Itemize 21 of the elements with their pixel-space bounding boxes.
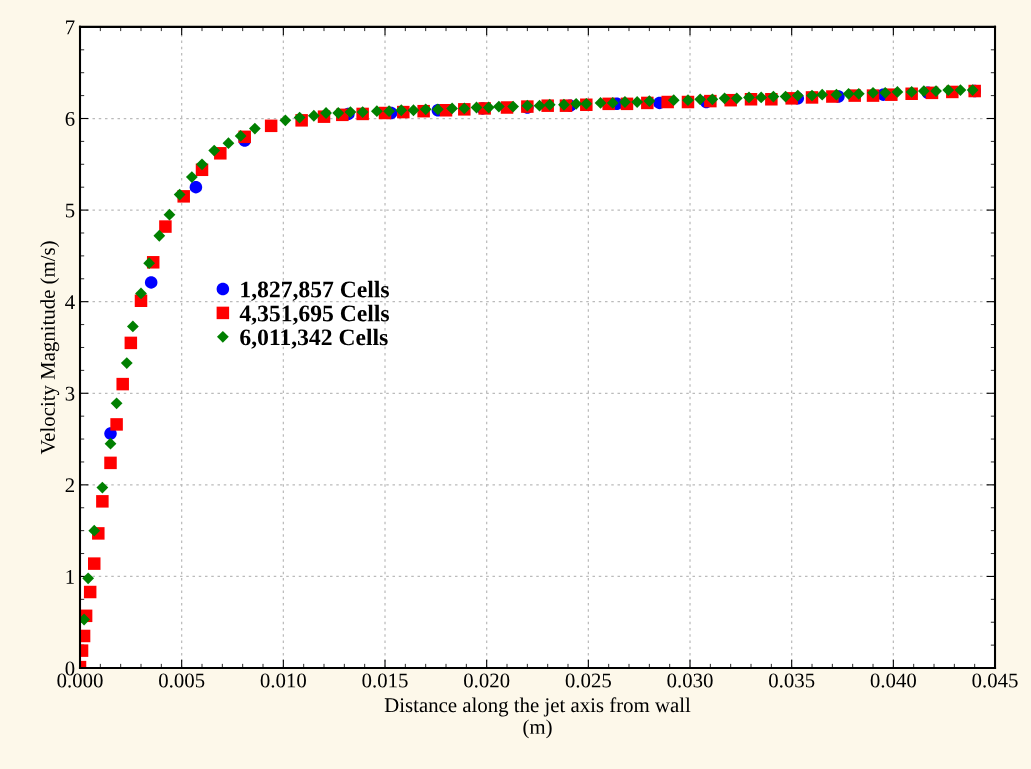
y-tick-label: 1 [66, 569, 74, 584]
legend-label: 4,351,695 Cells [239, 304, 389, 325]
y-tick-label: 2 [65, 478, 74, 493]
x-tick-label: 0.040 [870, 673, 916, 688]
x-tick-label: 0.045 [972, 673, 1018, 688]
x-tick-label: 0.035 [769, 673, 815, 688]
x-tick-label: 0.010 [260, 673, 306, 688]
x-axis-title: Distance along the jet axis from wall (m) [384, 697, 691, 739]
x-tick-label: 0.020 [464, 673, 510, 688]
y-tick-label: 7 [66, 20, 75, 35]
y-tick-label: 6 [65, 111, 75, 126]
x-tick-label: 0.030 [667, 673, 713, 688]
legend-label: 6,011,342 Cells [240, 328, 388, 349]
y-axis-title: Velocity Magnitude (m/s) [40, 241, 60, 455]
y-tick-label: 3 [65, 386, 75, 401]
x-tick-label: 0.015 [362, 673, 408, 688]
y-tick-label: 5 [65, 203, 75, 218]
legend-label: 1,827,857 Cells [241, 280, 389, 301]
x-tick-label: 0.005 [159, 673, 205, 688]
x-tick-label: 0.025 [565, 673, 611, 688]
y-tick-label: 4 [65, 295, 75, 309]
